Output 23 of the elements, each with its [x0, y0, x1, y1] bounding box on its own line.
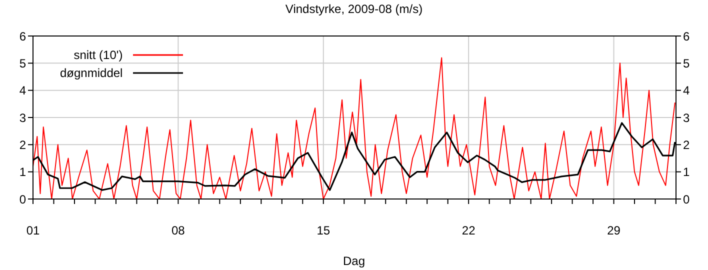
y-tick-label: 2 — [19, 138, 26, 152]
y-tick-label: 1 — [19, 165, 26, 180]
y-tick-label: 0 — [19, 192, 26, 206]
legend-label: døgnmiddel — [60, 66, 123, 80]
y-tick-label: 4 — [19, 84, 26, 98]
y2-tick-label: 6 — [683, 29, 690, 44]
chart-title: Vindstyrke, 2009-08 (m/s) — [284, 2, 424, 16]
y2-tick-label: 4 — [683, 84, 690, 98]
y-tick-label: 3 — [19, 110, 26, 125]
legend-label: snitt (10') — [74, 48, 123, 62]
y2-tick-label: 2 — [683, 138, 690, 152]
y2-tick-label: 0 — [683, 192, 690, 206]
y-tick-label: 6 — [19, 29, 26, 44]
x-axis-title: Dag — [342, 254, 366, 268]
y2-tick-label: 3 — [683, 110, 690, 125]
y2-tick-label: 1 — [683, 165, 690, 180]
x-tick-label: 29 — [607, 224, 621, 238]
x-tick-label: 15 — [316, 224, 330, 238]
x-tick-label: 08 — [172, 224, 186, 238]
y2-tick-label: 5 — [683, 56, 690, 70]
y-tick-label: 5 — [19, 56, 26, 70]
x-tick-label: 01 — [26, 224, 40, 238]
x-tick-label: 22 — [462, 224, 476, 238]
